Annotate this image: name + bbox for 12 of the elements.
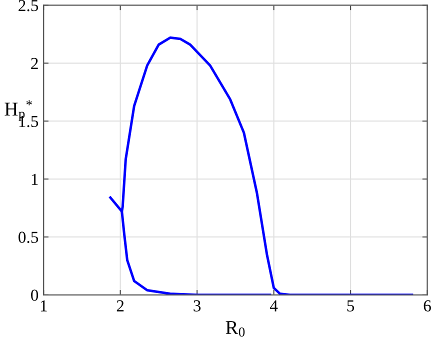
- x-tick-label: 4: [270, 300, 278, 312]
- y-tick-label: 1: [32, 174, 38, 185]
- x-tick-label: 5: [347, 300, 354, 312]
- x-axis-title: R$_{0}$: [226, 321, 245, 337]
- y-tick-label: 2.5: [18, 0, 38, 12]
- x-tick-label: 1: [40, 300, 47, 312]
- y-tick-label: 0.5: [18, 232, 38, 243]
- x-tick-label: 6: [424, 300, 431, 312]
- x-tick-label: 3: [194, 300, 201, 312]
- y-tick-label: 0: [31, 290, 38, 301]
- y-tick-label: 2: [31, 58, 38, 69]
- x-tick-label: 2: [116, 300, 124, 312]
